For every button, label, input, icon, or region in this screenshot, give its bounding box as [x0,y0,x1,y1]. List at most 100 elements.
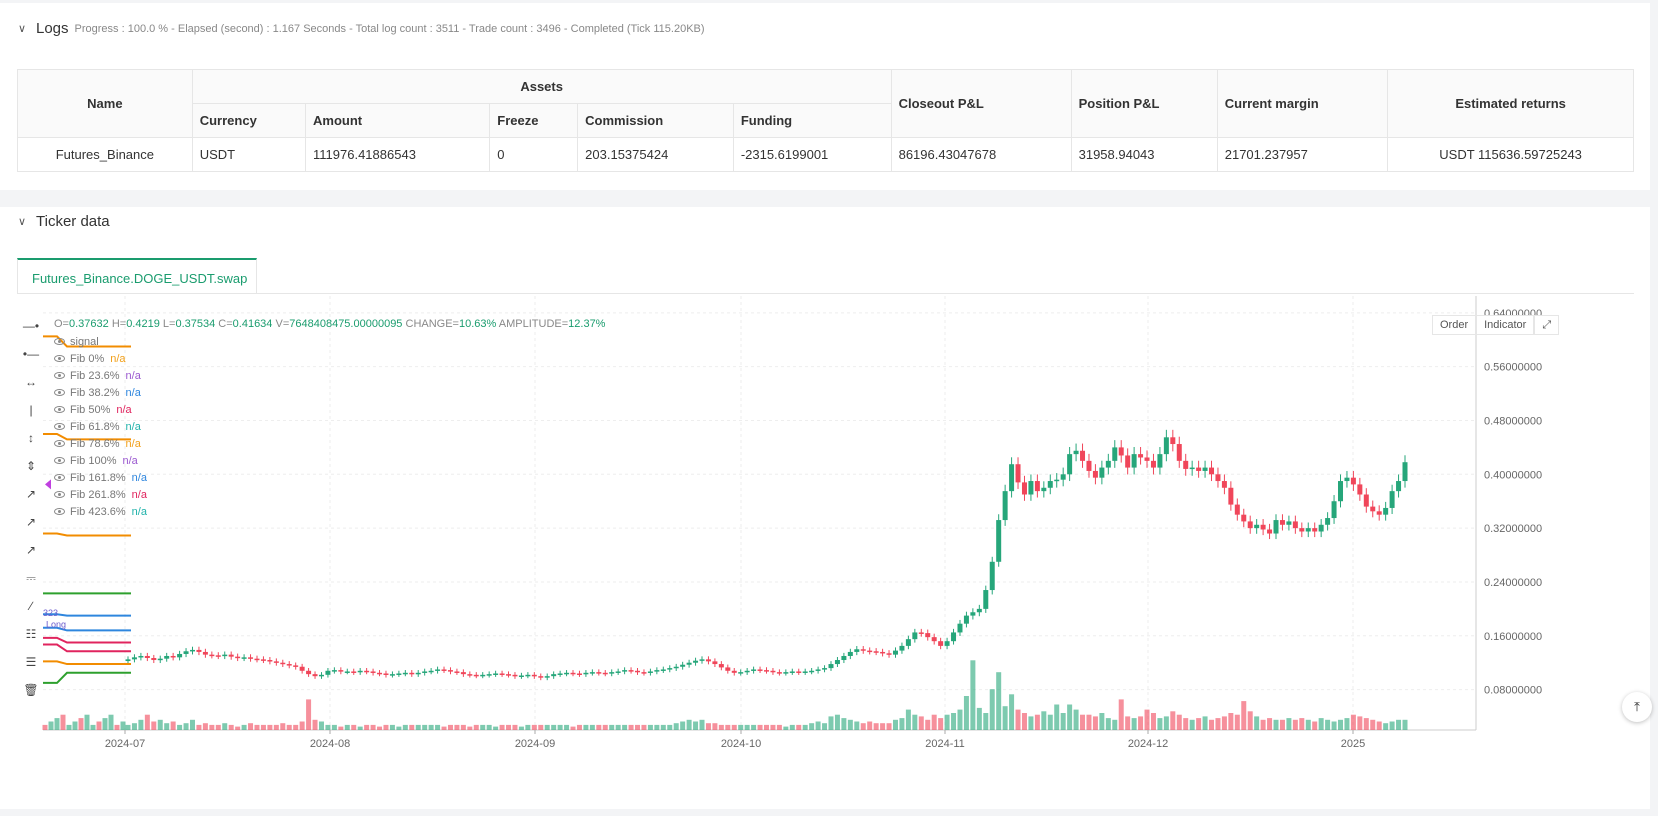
closeout-header: Closeout P&L [890,69,1072,138]
volume-bar [377,726,383,730]
volume-bar [705,723,711,730]
y-tick-label: 0.32000000 [1484,523,1542,535]
volume-bar [751,724,757,730]
eye-icon[interactable] [54,406,65,413]
eye-icon[interactable] [54,491,65,498]
volume-bar [654,724,660,730]
eye-icon[interactable] [54,338,65,345]
volume-bar [1267,718,1273,730]
volume-bar [170,721,176,730]
eye-icon[interactable] [54,355,65,362]
fibonacci-icon[interactable]: ☰ [25,655,37,669]
candle-body [951,632,957,642]
volume-bar [1292,719,1298,730]
candle-body [551,674,557,677]
candle-body [1260,524,1266,530]
tab-divider [17,293,1634,294]
volume-bar [131,723,137,730]
candle-body [1209,467,1215,475]
tab-doge-usdt[interactable]: Futures_Binance.DOGE_USDT.swap [17,258,257,293]
volume-bar [1183,718,1189,730]
eye-icon[interactable] [54,372,65,379]
logs-header[interactable]: ∨ Logs Progress : 100.0 % - Elapsed (sec… [18,20,705,37]
legend-fib-100[interactable]: Fib 100% n/a [54,452,147,469]
indicator-button[interactable]: Indicator [1476,315,1535,335]
legend-fib-0[interactable]: Fib 0% n/a [54,350,147,367]
horizontal-segment-icon[interactable]: ↔ [25,375,37,389]
vertical-segment-icon[interactable]: ⇕ [25,459,37,473]
legend-fib-423[interactable]: Fib 423.6% n/a [54,503,147,520]
eye-icon[interactable] [54,457,65,464]
eye-icon[interactable] [54,508,65,515]
legend-fib-50[interactable]: Fib 50% n/a [54,401,147,418]
volume-bar [693,721,699,730]
candle-body [725,667,731,671]
legend-signal[interactable]: signal [54,333,147,350]
volume-bar [241,724,247,730]
legend-fib-261[interactable]: Fib 261.8% n/a [54,486,147,503]
candle-body [1318,524,1324,532]
volume-bar [951,713,957,730]
candle-body [544,676,550,678]
candle-body [641,672,647,674]
legend-fib-61[interactable]: Fib 61.8% n/a [54,418,147,435]
candle-body [525,674,531,677]
eye-icon[interactable] [54,440,65,447]
volume-bar [525,724,531,730]
candle-body [1228,487,1234,505]
chevron-down-icon[interactable]: ∨ [18,216,27,228]
volume-bar [725,724,731,730]
candle-body [1331,501,1337,519]
candle-body [286,664,292,666]
trash-icon[interactable]: 🗑 [23,683,39,697]
candle-body [809,670,815,673]
price-line-icon[interactable]: ⎓ [26,570,36,585]
legend-fib-78[interactable]: Fib 78.6% n/a [54,435,147,452]
trend-line-icon[interactable]: ↗ [25,487,37,501]
legend-fib-38[interactable]: Fib 38.2% n/a [54,384,147,401]
candle-body [886,653,892,655]
candle-body [660,669,666,671]
price-chart[interactable]: 0.640000000.560000000.480000000.40000000… [0,207,1650,809]
candle-body [834,660,840,665]
volume-bar [114,724,120,730]
eye-icon[interactable] [54,474,65,481]
candle-body [1015,464,1021,483]
fullscreen-icon[interactable]: ⤢ [1534,315,1560,335]
channel-icon[interactable]: ☷ [25,627,37,641]
legend-fib-23[interactable]: Fib 23.6% n/a [54,367,147,384]
vertical-line-icon[interactable]: | [29,403,33,417]
ray-line-icon[interactable]: ↗ [25,515,37,529]
candle-body [783,672,789,674]
row-freeze: 0 [489,137,579,172]
volume-bar [686,719,692,730]
candle-body [564,672,570,675]
volume-bar [699,719,705,730]
candle-body [493,673,499,675]
horizontal-ray-icon[interactable]: —• [22,319,40,333]
volume-bar [267,724,273,730]
order-button[interactable]: Order [1432,315,1477,335]
candle-body [596,672,602,674]
volume-bar [370,724,376,730]
eye-icon[interactable] [54,389,65,396]
scroll-top-button[interactable]: ⤒ [1622,692,1652,722]
chevron-down-icon[interactable]: ∨ [18,23,27,35]
candle-body [177,653,183,658]
legend-fib-161[interactable]: Fib 161.8% n/a [54,469,147,486]
horizontal-line-icon[interactable]: •— [22,347,40,361]
candle-body [1338,481,1344,502]
parallel-line-icon[interactable]: ∕ [29,599,32,613]
volume-bar [944,714,950,730]
fib-level-line [43,671,131,684]
volume-bar [1092,716,1098,730]
segment-icon[interactable]: ↗ [25,543,37,557]
candle-body [1370,506,1376,512]
vertical-ray-icon[interactable]: ↕ [28,431,34,445]
eye-icon[interactable] [54,423,65,430]
volume-bar [1331,721,1337,730]
volume-bar [667,724,673,730]
volume-bar [815,721,821,730]
row-returns: USDT 115636.59725243 [1387,137,1634,172]
ticker-header[interactable]: ∨ Ticker data [18,213,110,230]
